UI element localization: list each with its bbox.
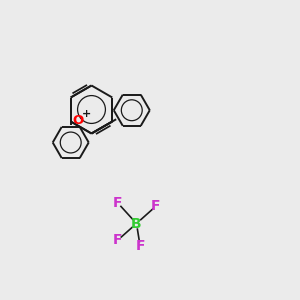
Text: F: F xyxy=(151,199,161,213)
Text: F: F xyxy=(135,239,145,253)
Text: F: F xyxy=(113,233,123,247)
Text: F: F xyxy=(113,196,123,210)
Text: +: + xyxy=(82,109,92,119)
Text: O: O xyxy=(72,114,83,128)
Text: B: B xyxy=(131,217,142,230)
